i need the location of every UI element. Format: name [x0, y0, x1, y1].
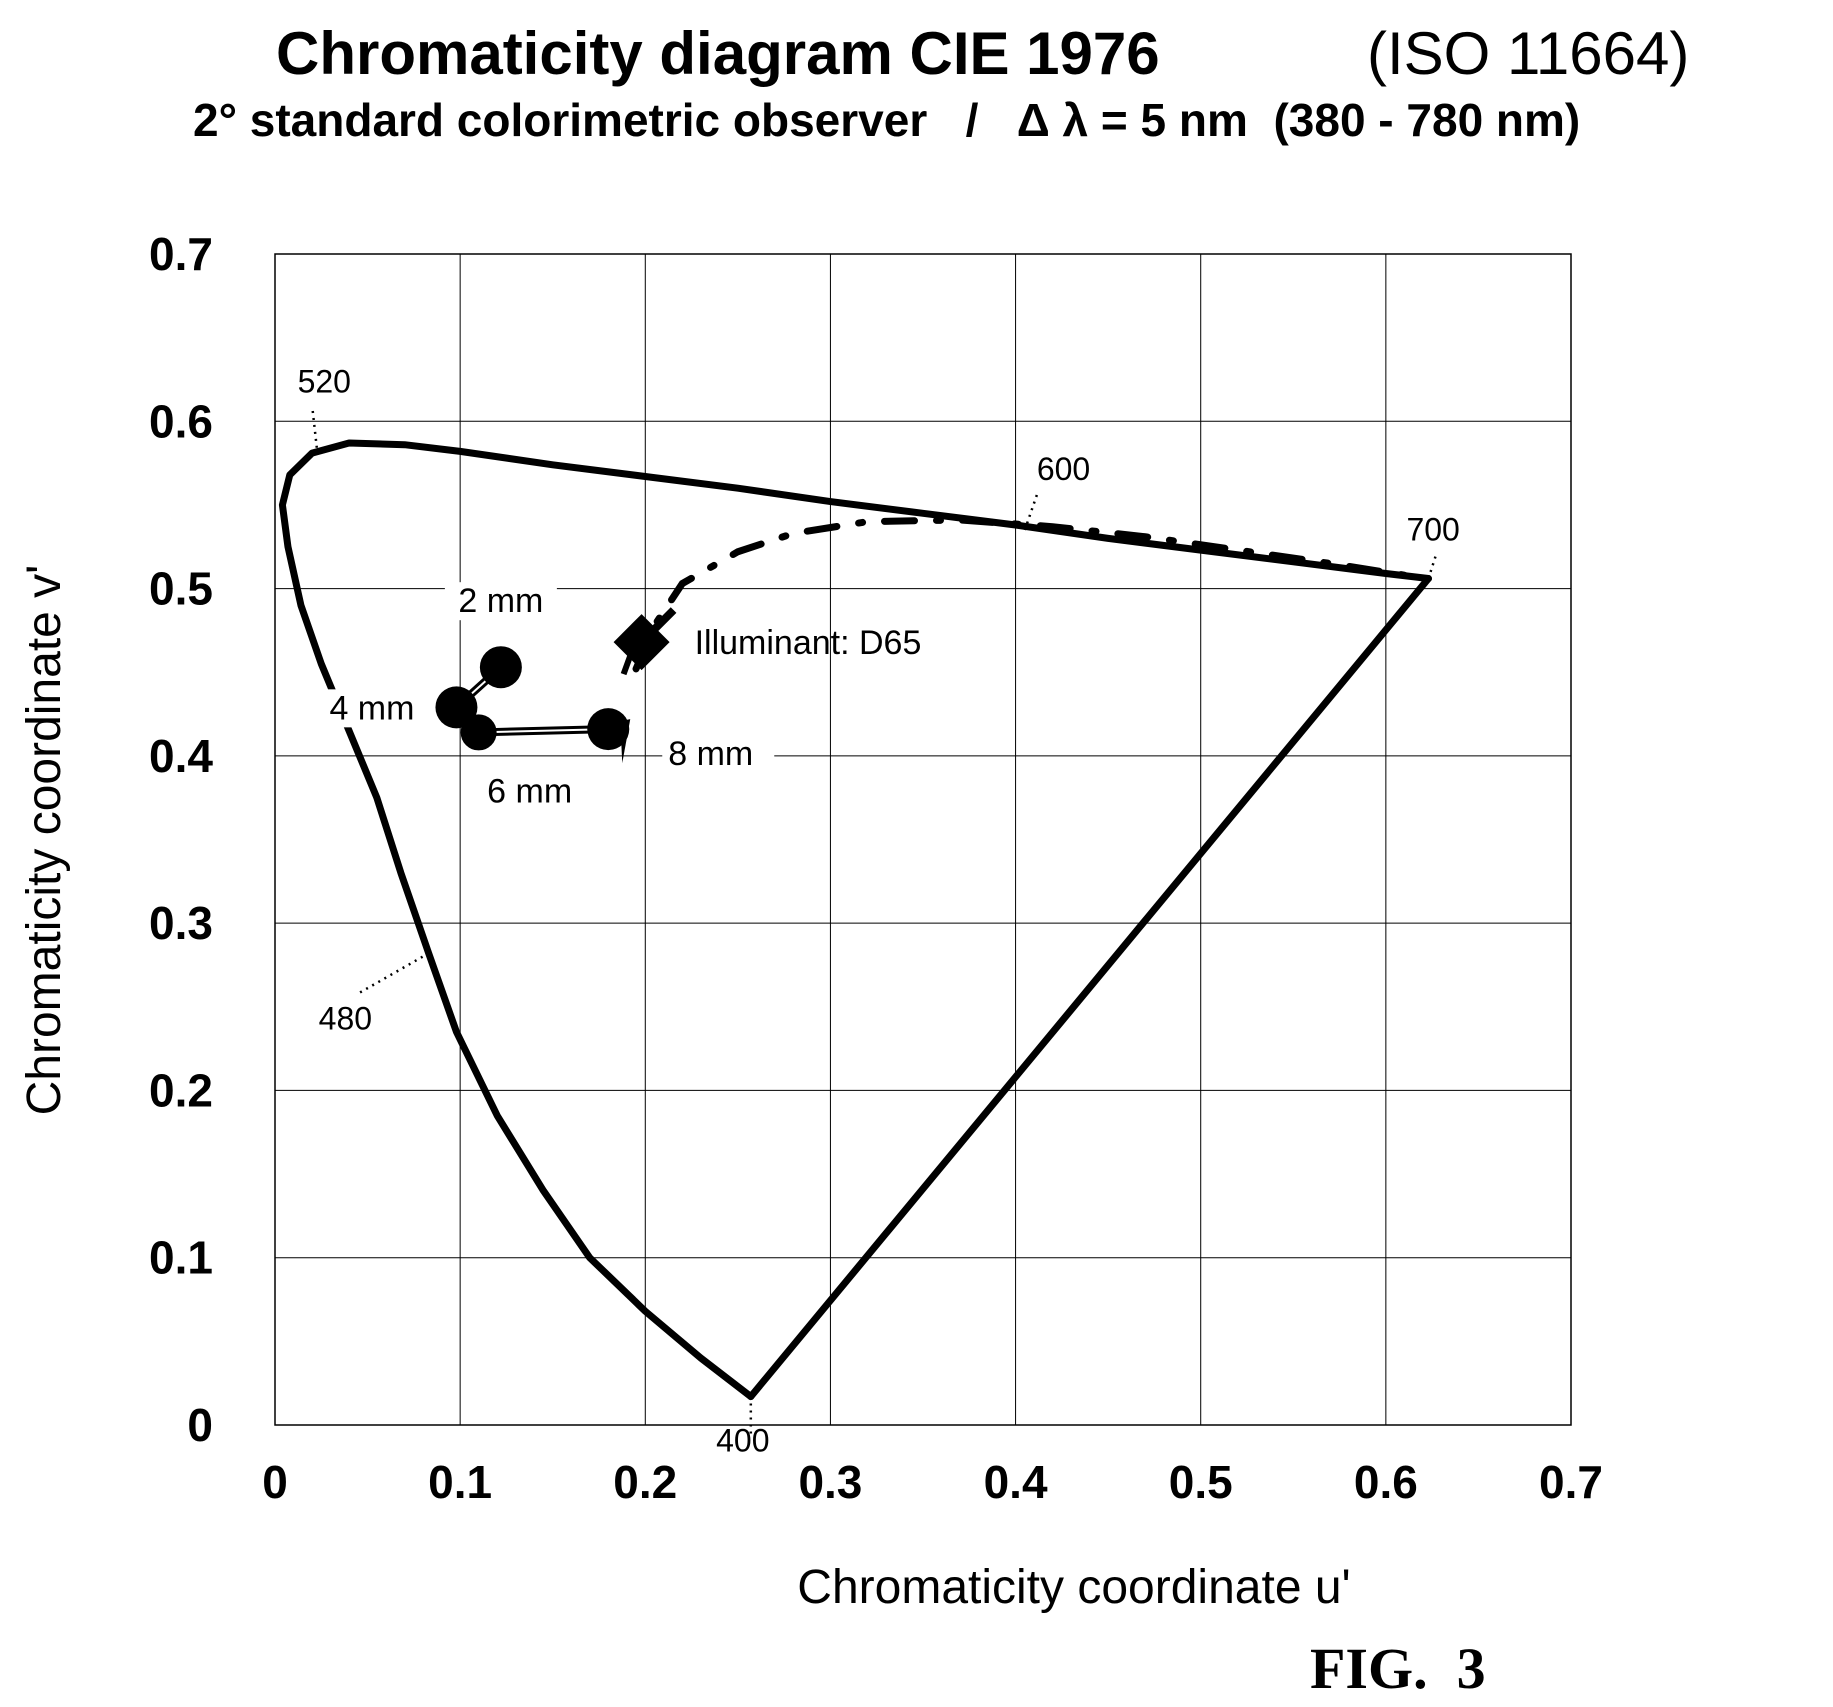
grid	[275, 254, 1571, 1425]
wavelength-label: 520	[298, 364, 351, 400]
figure-label: FIG. 3	[1310, 1636, 1486, 1701]
y-tick-label: 0.3	[149, 897, 213, 949]
x-tick-label: 0.3	[798, 1456, 862, 1508]
y-tick-label: 0.6	[149, 395, 213, 447]
wavelength-leader	[311, 409, 319, 455]
wavelength-label: 400	[716, 1423, 769, 1459]
pupil-marker-wedge	[620, 719, 631, 764]
y-tick-label: 0	[187, 1399, 213, 1451]
pupil-label-bg	[473, 772, 586, 811]
x-tick-label: 0.2	[613, 1456, 677, 1508]
x-tick-label: 0	[262, 1456, 288, 1508]
chart-title-iso: (ISO 11664)	[1367, 20, 1689, 87]
wavelength-leader	[358, 952, 430, 995]
pupil-marker	[460, 714, 497, 751]
pupil-marker	[479, 646, 522, 689]
x-axis-label: Chromaticity coordinate u'	[797, 1561, 1350, 1614]
y-tick-label: 0.4	[149, 730, 213, 782]
x-tick-label: 0.7	[1539, 1456, 1603, 1508]
pupil-label: 8 mm	[668, 735, 753, 773]
connector-line-inner	[478, 728, 609, 734]
wavelength-label: 600	[1037, 451, 1090, 487]
pupil-label-bg	[308, 689, 421, 728]
y-tick-label: 0.7	[149, 228, 213, 280]
pupil-label-bg	[444, 582, 557, 621]
x-tick-label: 0.6	[1354, 1456, 1418, 1508]
wavelength-label: 480	[319, 1000, 372, 1036]
d65-label: Illuminant: D65	[695, 624, 922, 662]
dashed-curve	[632, 516, 1408, 673]
wavelength-labels: 400 480 520 600 700	[298, 364, 1460, 1459]
x-tick-label: 0.1	[428, 1456, 492, 1508]
plot-frame	[274, 253, 1572, 1426]
y-axis-label: Chromaticity coordinate v'	[18, 565, 71, 1116]
pupil-label: 2 mm	[458, 582, 543, 620]
chart-subtitle: 2° standard colorimetric observer / Δ λ …	[193, 94, 1580, 146]
chart-title: Chromaticity diagram CIE 1976	[276, 20, 1160, 87]
y-tick-label: 0.1	[149, 1232, 213, 1284]
pupil-label: 6 mm	[487, 772, 572, 810]
d65-diamond-marker	[613, 614, 670, 671]
x-tick-label: 0.4	[984, 1456, 1048, 1508]
y-tick-label: 0.5	[149, 563, 213, 615]
pupil-label-bg	[662, 735, 775, 774]
pupil-label: 4 mm	[329, 689, 414, 727]
x-tick-label: 0.5	[1169, 1456, 1233, 1508]
purple-line	[747, 575, 1432, 1401]
x-axis-ticks: 0 0.1 0.2 0.3 0.4 0.5 0.6 0.7	[262, 1456, 1603, 1508]
y-tick-label: 0.2	[149, 1064, 213, 1116]
y-axis-ticks: 0 0.1 0.2 0.3 0.4 0.5 0.6 0.7	[149, 228, 213, 1451]
wavelength-leader	[1427, 553, 1438, 579]
pupil-marker	[587, 708, 630, 751]
pupil-marker	[435, 686, 478, 729]
data-markers: Illuminant: D65 2 mm 4 mm 6 mm 8 mm	[308, 582, 922, 811]
wavelength-label: 700	[1406, 512, 1459, 548]
